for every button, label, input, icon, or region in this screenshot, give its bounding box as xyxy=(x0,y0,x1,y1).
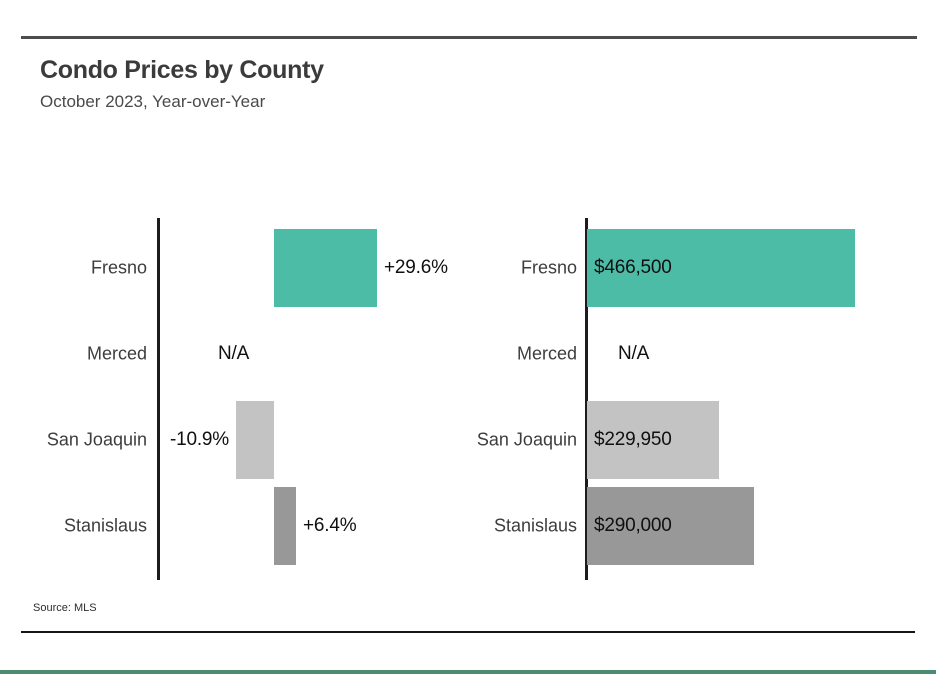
chart-header: Condo Prices by County October 2023, Yea… xyxy=(40,56,324,112)
category-label: San Joaquin xyxy=(46,429,147,450)
bar xyxy=(587,229,855,307)
bar xyxy=(274,229,377,307)
bottom-divider xyxy=(21,631,915,633)
category-label: Stanislaus xyxy=(63,515,147,536)
value-label: N/A xyxy=(218,343,250,364)
category-label: Fresno xyxy=(520,257,577,278)
value-label: $290,000 xyxy=(594,515,672,536)
chart-subtitle: October 2023, Year-over-Year xyxy=(40,92,266,111)
chart-title: Condo Prices by County xyxy=(40,56,324,84)
value-label: $229,950 xyxy=(594,429,672,450)
value-label: +6.4% xyxy=(303,515,357,536)
footer-accent-band xyxy=(0,670,936,674)
yoy-change-chart: Fresno +29.6% Merced N/A San Joaquin -10.9% St… xyxy=(33,218,453,580)
bar xyxy=(587,401,719,479)
source-note: Source: MLS xyxy=(33,602,97,614)
y-axis-line xyxy=(157,218,160,580)
category-label: Merced xyxy=(516,343,577,364)
bar xyxy=(274,487,296,565)
value-label: -10.9% xyxy=(169,429,229,450)
value-label: $466,500 xyxy=(594,257,672,278)
value-label: +29.6% xyxy=(384,257,448,278)
y-axis-line xyxy=(585,218,588,580)
value-label: N/A xyxy=(618,343,650,364)
category-label: Stanislaus xyxy=(493,515,577,536)
top-divider xyxy=(21,36,917,39)
category-label: San Joaquin xyxy=(476,429,577,450)
category-label: Merced xyxy=(86,343,147,364)
price-chart: Fresno $466,500 Merced N/A San Joaquin $229,9… xyxy=(463,218,903,580)
category-label: Fresno xyxy=(90,257,147,278)
bar xyxy=(236,401,274,479)
bar xyxy=(587,487,754,565)
